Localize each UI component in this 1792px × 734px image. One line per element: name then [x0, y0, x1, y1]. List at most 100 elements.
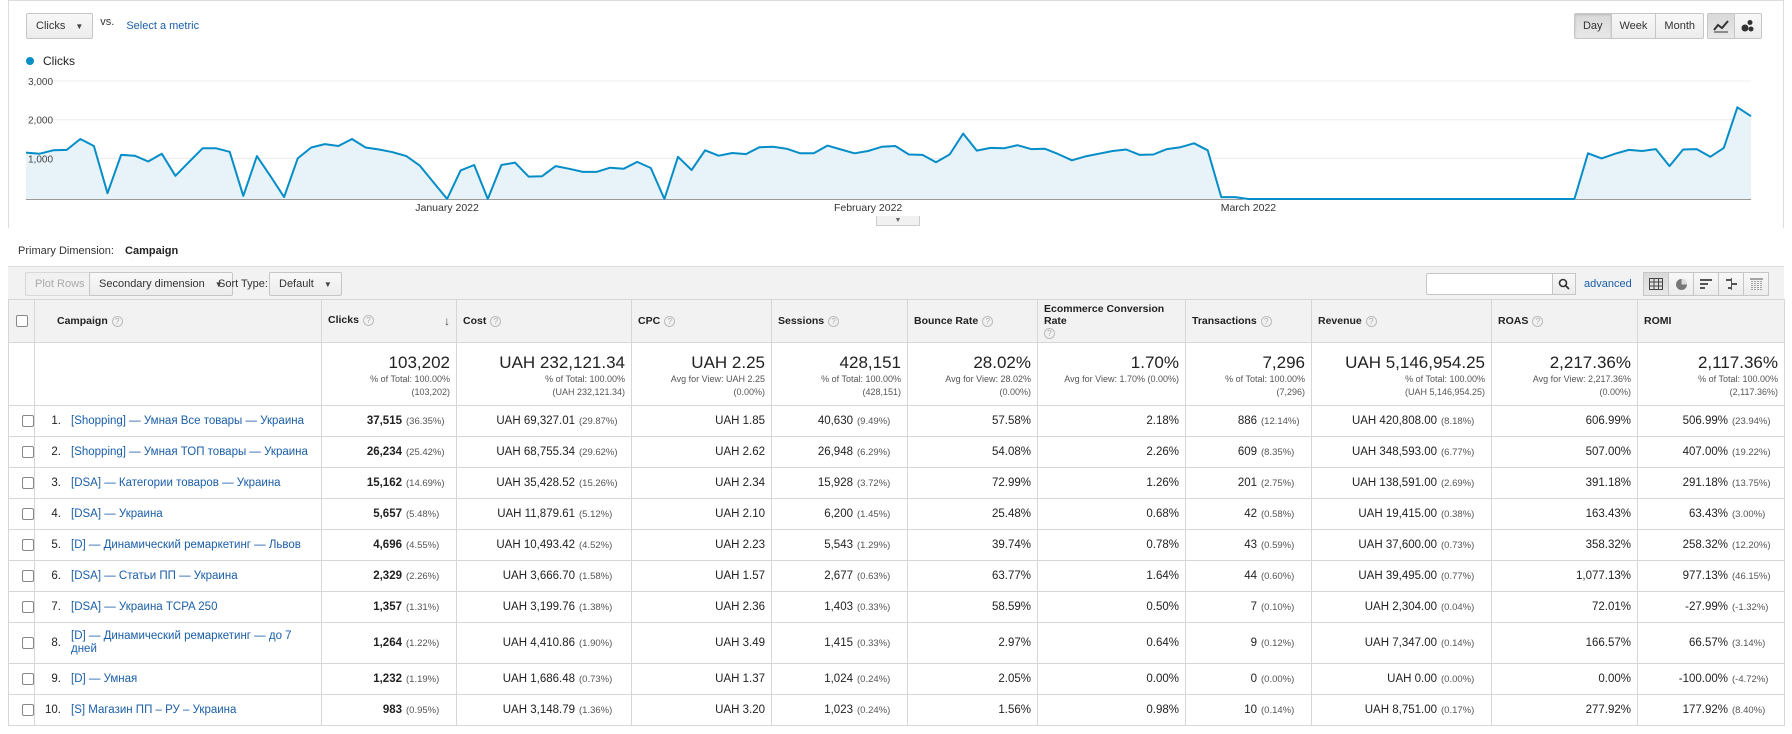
totals-clicks: 103,202 % of Total: 100.00% (103,202)	[321, 342, 457, 406]
line-chart-button[interactable]	[1707, 13, 1735, 39]
help-icon[interactable]: ?	[111, 315, 123, 327]
row-checkbox[interactable]	[22, 414, 34, 427]
row-checkbox[interactable]	[22, 538, 34, 551]
header-transactions[interactable]: Transactions?	[1185, 299, 1312, 343]
row-checkbox[interactable]	[22, 445, 34, 458]
ecr-cell: 2.26%	[1037, 436, 1186, 468]
table-row[interactable]: 3. [DSA] — Категории товаров — Украина 15,…	[8, 467, 1785, 499]
campaign-link[interactable]: [DSA] — Украина TCPA 250	[71, 600, 218, 613]
bounce-cell: 39.74%	[907, 529, 1038, 561]
cost-percent: (1.90%)	[579, 638, 613, 649]
table-row[interactable]: 1. [Shopping] — Умная Все товары — Украин…	[8, 405, 1785, 437]
metric-select[interactable]: Clicks ▼	[26, 13, 94, 39]
header-revenue[interactable]: Revenue?	[1311, 299, 1492, 343]
data-view-button[interactable]	[1643, 272, 1669, 296]
search-button[interactable]	[1552, 273, 1576, 295]
clicks-cell: 1,264 (1.22%)	[321, 622, 457, 664]
secondary-dimension-select[interactable]: Secondary dimension ▼	[89, 272, 233, 296]
header-sessions[interactable]: Sessions?	[771, 299, 908, 343]
table-row[interactable]: 10. [S] Магазин ПП – РУ – Украина 983 (0.95…	[8, 694, 1785, 726]
bubble-chart-icon	[1741, 20, 1754, 32]
comparison-view-button[interactable]	[1718, 272, 1744, 296]
bar-chart-icon	[1699, 279, 1712, 289]
campaign-link[interactable]: [D] — Динамический ремаркетинг — Львов	[71, 538, 301, 551]
period-day-button[interactable]: Day	[1573, 13, 1612, 39]
header-cost[interactable]: Cost?	[456, 299, 632, 343]
pivot-view-button[interactable]	[1743, 272, 1769, 296]
row-select-cell	[8, 622, 35, 664]
table-row[interactable]: 4. [DSA] — Украина 5,657 (5.48%) UAH 11,879.…	[8, 498, 1785, 530]
sessions-percent: (6.29%)	[857, 447, 891, 458]
totals-clicks-sub2: (103,202)	[411, 387, 450, 397]
campaign-link[interactable]: [DSA] — Украина	[71, 507, 163, 520]
transactions-cell: 10 (0.14%)	[1185, 694, 1312, 726]
campaign-link[interactable]: [D] — Динамический ремаркетинг — до 7 дн…	[71, 630, 292, 655]
period-month-button[interactable]: Month	[1655, 13, 1704, 39]
plot-rows-button[interactable]: Plot Rows	[25, 272, 95, 296]
header-roas[interactable]: ROAS?	[1491, 299, 1638, 343]
row-index: 9.	[51, 673, 61, 685]
campaign-link[interactable]: [S] Магазин ПП – РУ – Украина	[71, 703, 237, 716]
header-cpc[interactable]: CPC?	[631, 299, 772, 343]
row-checkbox[interactable]	[22, 476, 34, 489]
romi-cell: 66.57% (3.14%)	[1637, 622, 1785, 664]
header-clicks[interactable]: Clicks? ↓	[321, 299, 457, 343]
select-all-cell	[8, 299, 35, 343]
help-icon[interactable]: ?	[664, 315, 676, 327]
cpc-cell: UAH 2.62	[631, 436, 772, 468]
header-campaign[interactable]: Campaign?	[34, 299, 322, 343]
chart-collapse-handle[interactable]: ▼	[876, 216, 920, 226]
select-all-checkbox[interactable]	[15, 315, 28, 328]
sort-type-select[interactable]: Default ▼	[269, 272, 342, 296]
help-icon[interactable]: ?	[490, 315, 502, 327]
row-checkbox[interactable]	[22, 600, 34, 613]
table-row[interactable]: 2. [Shopping] — Умная ТОП товары — Украин…	[8, 436, 1785, 468]
table-row[interactable]: 5. [D] — Динамический ремаркетинг — Львов…	[8, 529, 1785, 561]
help-icon[interactable]: ?	[1365, 315, 1377, 327]
percentage-view-button[interactable]	[1668, 272, 1694, 296]
ecr-cell: 1.64%	[1037, 560, 1186, 592]
transactions-percent: (0.60%)	[1261, 571, 1295, 582]
help-icon[interactable]: ?	[362, 314, 374, 326]
select-metric-link[interactable]: Select a metric	[126, 20, 200, 32]
row-checkbox[interactable]	[22, 636, 34, 649]
campaign-link[interactable]: [Shopping] — Умная Все товары — Украина	[71, 414, 304, 427]
header-bounce-rate[interactable]: Bounce Rate?	[907, 299, 1038, 343]
table-search-input[interactable]	[1426, 273, 1576, 295]
help-icon[interactable]: ?	[828, 315, 840, 327]
help-icon[interactable]: ?	[1044, 327, 1055, 339]
roas-cell: 606.99%	[1491, 405, 1638, 437]
campaign-link[interactable]: [DSA] — Категории товаров — Украина	[71, 476, 281, 489]
motion-chart-button[interactable]	[1734, 13, 1762, 39]
table-row[interactable]: 9. [D] — Умная 1,232 (1.19%) UAH 1,686.48 (0.…	[8, 663, 1785, 695]
secondary-dimension-label: Secondary dimension	[99, 278, 205, 290]
row-checkbox[interactable]	[22, 507, 34, 520]
transactions-value: 44	[1244, 570, 1257, 582]
campaign-link[interactable]: [Shopping] — Умная ТОП товары — Украина	[71, 445, 308, 458]
help-icon[interactable]: ?	[1532, 315, 1544, 327]
campaign-link[interactable]: [DSA] — Статьи ПП — Украина	[71, 569, 238, 582]
romi-value: 977.13%	[1682, 570, 1728, 582]
primary-dimension-value[interactable]: Campaign	[125, 245, 179, 257]
chevron-down-icon: ▼	[323, 279, 332, 289]
row-index: 6.	[51, 570, 61, 582]
advanced-filter-link[interactable]: advanced	[1584, 278, 1632, 290]
transactions-value: 609	[1237, 446, 1257, 458]
transactions-cell: 886 (12.14%)	[1185, 405, 1312, 437]
campaign-link[interactable]: [D] — Умная	[71, 672, 138, 685]
table-row[interactable]: 6. [DSA] — Статьи ПП — Украина 2,329 (2.26%…	[8, 560, 1785, 592]
help-icon[interactable]: ?	[982, 315, 994, 327]
sessions-cell: 1,415 (0.33%)	[771, 622, 908, 664]
totals-romi-sub: % of Total: 100.00%	[1698, 374, 1778, 384]
table-row[interactable]: 7. [DSA] — Украина TCPA 250 1,357 (1.31%) UA…	[8, 591, 1785, 623]
row-checkbox[interactable]	[22, 703, 34, 716]
header-romi[interactable]: ROMI	[1637, 299, 1785, 343]
help-icon[interactable]: ?	[1260, 315, 1272, 327]
revenue-value: UAH 8,751.00	[1364, 704, 1437, 716]
row-checkbox[interactable]	[22, 569, 34, 582]
header-ecommerce-conversion-rate[interactable]: Ecommerce Conversion Rate?	[1037, 299, 1186, 343]
y-tick-label: 1,000	[28, 154, 53, 165]
table-row[interactable]: 8. [D] — Динамический ремаркетинг — до 7 …	[8, 622, 1785, 664]
performance-view-button[interactable]	[1693, 272, 1719, 296]
row-checkbox[interactable]	[22, 672, 34, 685]
